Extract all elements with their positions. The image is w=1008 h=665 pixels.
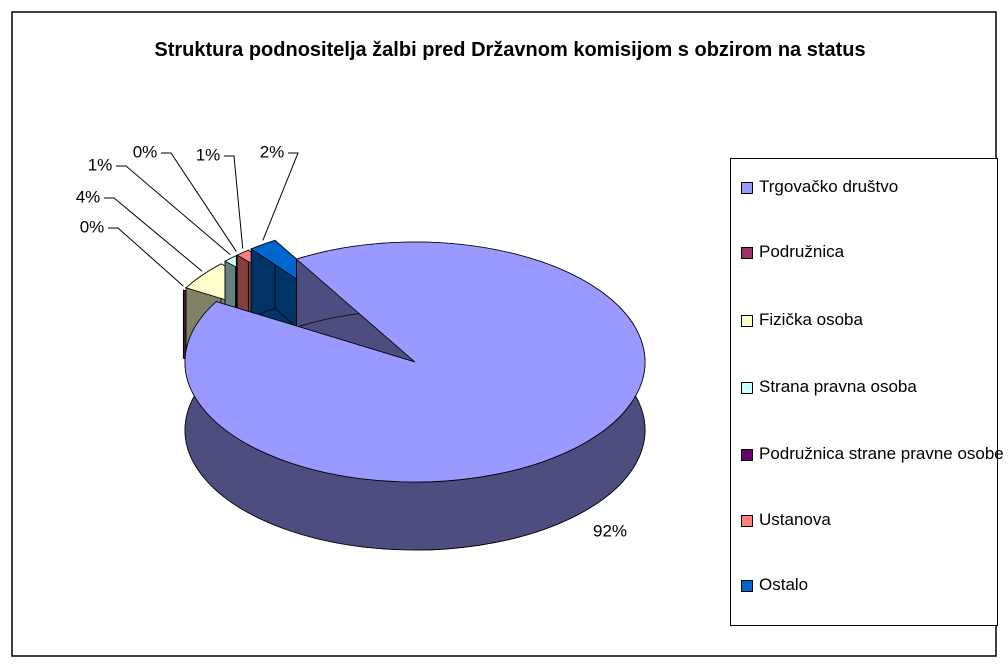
legend-item: Strana pravna osoba xyxy=(741,375,1008,399)
legend-label: Podružnica strane pravne osobe xyxy=(759,444,1004,463)
data-label: 0% xyxy=(80,217,105,236)
legend-item: Trgovačko društvo xyxy=(741,175,1008,199)
legend-swatch xyxy=(741,382,753,394)
legend-label: Fizička osoba xyxy=(759,310,863,329)
leader-line xyxy=(108,227,184,287)
legend-item: Podružnica xyxy=(741,240,1008,264)
legend-label: Strana pravna osoba xyxy=(759,377,917,396)
legend-swatch xyxy=(741,247,753,259)
legend-item: Ustanova xyxy=(741,508,1008,532)
leader-line xyxy=(224,155,244,249)
data-label: 2% xyxy=(260,142,285,161)
data-label: 1% xyxy=(196,145,221,164)
data-label: 0% xyxy=(133,142,158,161)
data-label: 92% xyxy=(593,521,627,540)
legend-label: Podružnica xyxy=(759,242,845,261)
data-label: 4% xyxy=(76,187,101,206)
chart-title: Struktura podnositelja žalbi pred Državn… xyxy=(154,39,866,61)
legend-item: Podružnica strane pravne osobe xyxy=(741,442,1008,466)
legend-item: Fizička osoba xyxy=(741,308,1008,332)
legend-swatch xyxy=(741,182,753,194)
legend-swatch xyxy=(741,580,753,592)
leader-line xyxy=(104,197,203,272)
legend: Trgovačko društvo Podružnica Fizička osoba… xyxy=(730,158,1004,626)
data-label: 1% xyxy=(88,155,113,174)
leader-line xyxy=(262,152,299,241)
pie-slice xyxy=(184,241,646,483)
leader-line xyxy=(116,165,231,255)
legend-swatch xyxy=(741,315,753,327)
legend-swatch xyxy=(741,449,753,461)
legend-swatch xyxy=(741,515,753,527)
pie: 92% 0% 4% 1% 0% 1% 2% xyxy=(76,142,646,551)
legend-item: Ostalo xyxy=(741,573,1008,597)
leader-line xyxy=(161,152,237,252)
legend-label: Ustanova xyxy=(759,510,831,529)
legend-label: Ostalo xyxy=(759,575,809,594)
legend-label: Trgovačko društvo xyxy=(759,177,899,196)
